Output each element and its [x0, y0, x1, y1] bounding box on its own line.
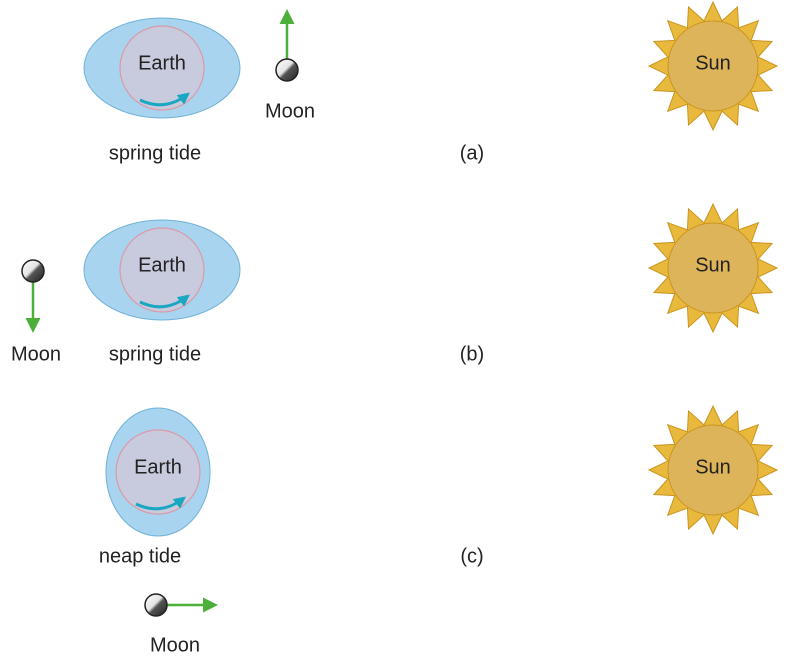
tide-label: neap tide: [99, 545, 181, 567]
panel-c: Earth Moon neap tide (c) Sun: [99, 406, 777, 656]
earth-label: Earth: [138, 52, 186, 74]
sun-label: Sun: [695, 456, 731, 478]
sun-label: Sun: [695, 52, 731, 74]
panel-label: (a): [460, 142, 484, 164]
moon: [22, 260, 44, 282]
panel-label: (b): [460, 343, 484, 365]
panel-b: Earth Moon spring tide (b) Sun: [11, 204, 777, 365]
tide-label: spring tide: [109, 142, 201, 164]
moon: [145, 594, 167, 616]
sun-label: Sun: [695, 254, 731, 276]
tide-label: spring tide: [109, 343, 201, 365]
panel-a: Earth Moon spring tide (a) Sun: [84, 2, 777, 164]
earth-label: Earth: [134, 456, 182, 478]
panel-label: (c): [460, 545, 483, 567]
earth-label: Earth: [138, 254, 186, 276]
diagram: Earth Moon spring tide (a) Sun Earth Moo…: [0, 0, 798, 657]
moon-label: Moon: [150, 634, 200, 656]
moon-label: Moon: [11, 343, 61, 365]
moon-label: Moon: [265, 100, 315, 122]
moon: [276, 59, 298, 81]
